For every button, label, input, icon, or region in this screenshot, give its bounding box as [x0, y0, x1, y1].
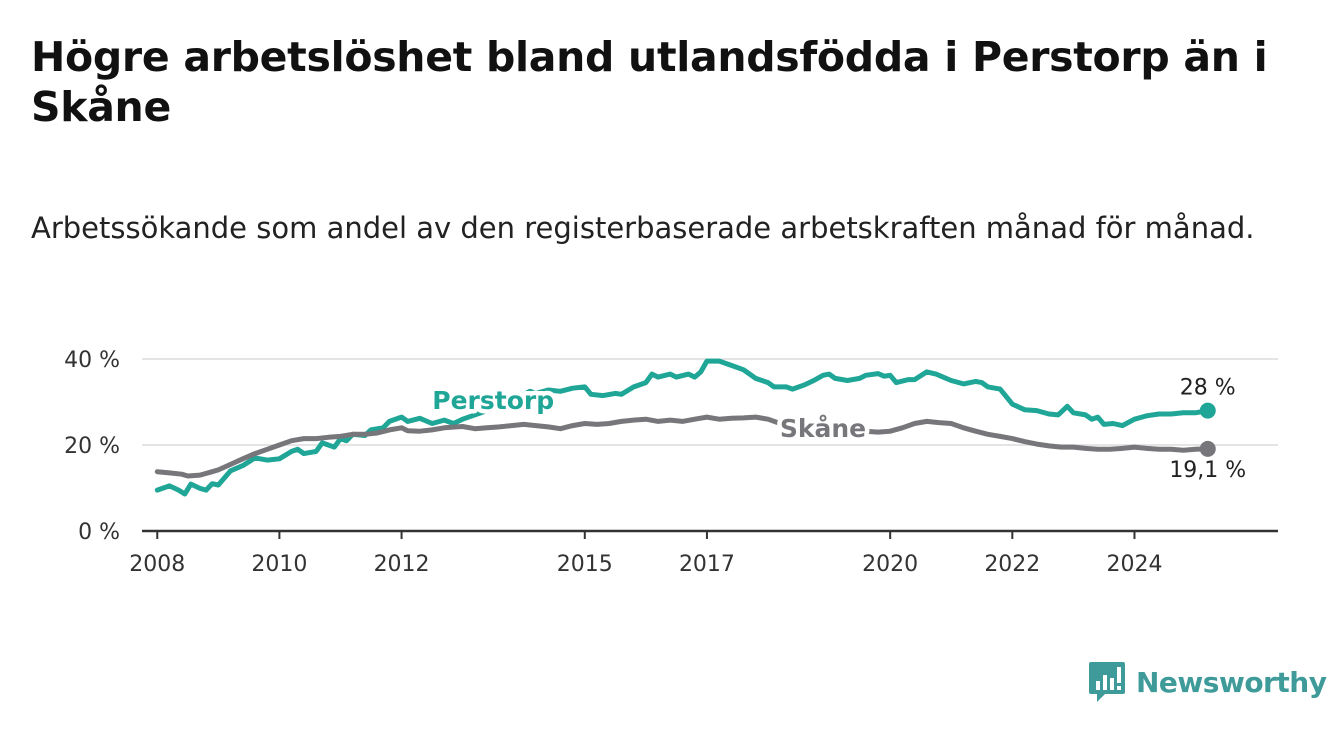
x-tick-label: 2022 [984, 552, 1040, 577]
axes: 0 % 20 % 40 % 2008 2010 2012 2015 2017 2020 2022 2… [64, 348, 1278, 577]
x-tick-label: 2024 [1106, 552, 1162, 577]
brand-name: Newsworthy [1136, 665, 1327, 699]
series-end-marker-1 [1199, 440, 1216, 457]
x-tick-label: 2010 [251, 552, 307, 577]
end-value-label-0: 28 % [1180, 376, 1236, 401]
series-end-marker-0 [1199, 402, 1216, 419]
series-line-0 [154, 358, 1211, 497]
chart-title: Högre arbetslöshet bland utlandsfödda i … [31, 33, 1268, 131]
series-name-halo-0: Perstorp [432, 386, 554, 415]
x-tick-label: 2020 [862, 552, 918, 577]
gridlines [142, 358, 1278, 446]
x-tick-label: 2008 [129, 552, 185, 577]
x-tick-label: 2017 [679, 552, 735, 577]
x-tick-label: 2015 [557, 552, 613, 577]
newsworthy-logo-icon [1089, 662, 1125, 702]
series-name-label-1: Skåne [780, 414, 866, 443]
brand: Newsworthy [1088, 660, 1327, 704]
series-line-1 [154, 414, 1211, 479]
chart-subtitle: Arbetssökande som andel av den registerb… [31, 211, 1255, 245]
series-lines [154, 358, 1216, 497]
y-tick-label: 40 % [64, 348, 120, 373]
y-tick-label: 0 % [78, 520, 120, 545]
y-tick-label: 20 % [64, 434, 120, 459]
series-name-label-0: Perstorp [432, 386, 554, 415]
x-tick-label: 2012 [374, 552, 430, 577]
end-value-label-1: 19,1 % [1169, 458, 1246, 483]
series-name-halo-1: Skåne [780, 414, 866, 443]
